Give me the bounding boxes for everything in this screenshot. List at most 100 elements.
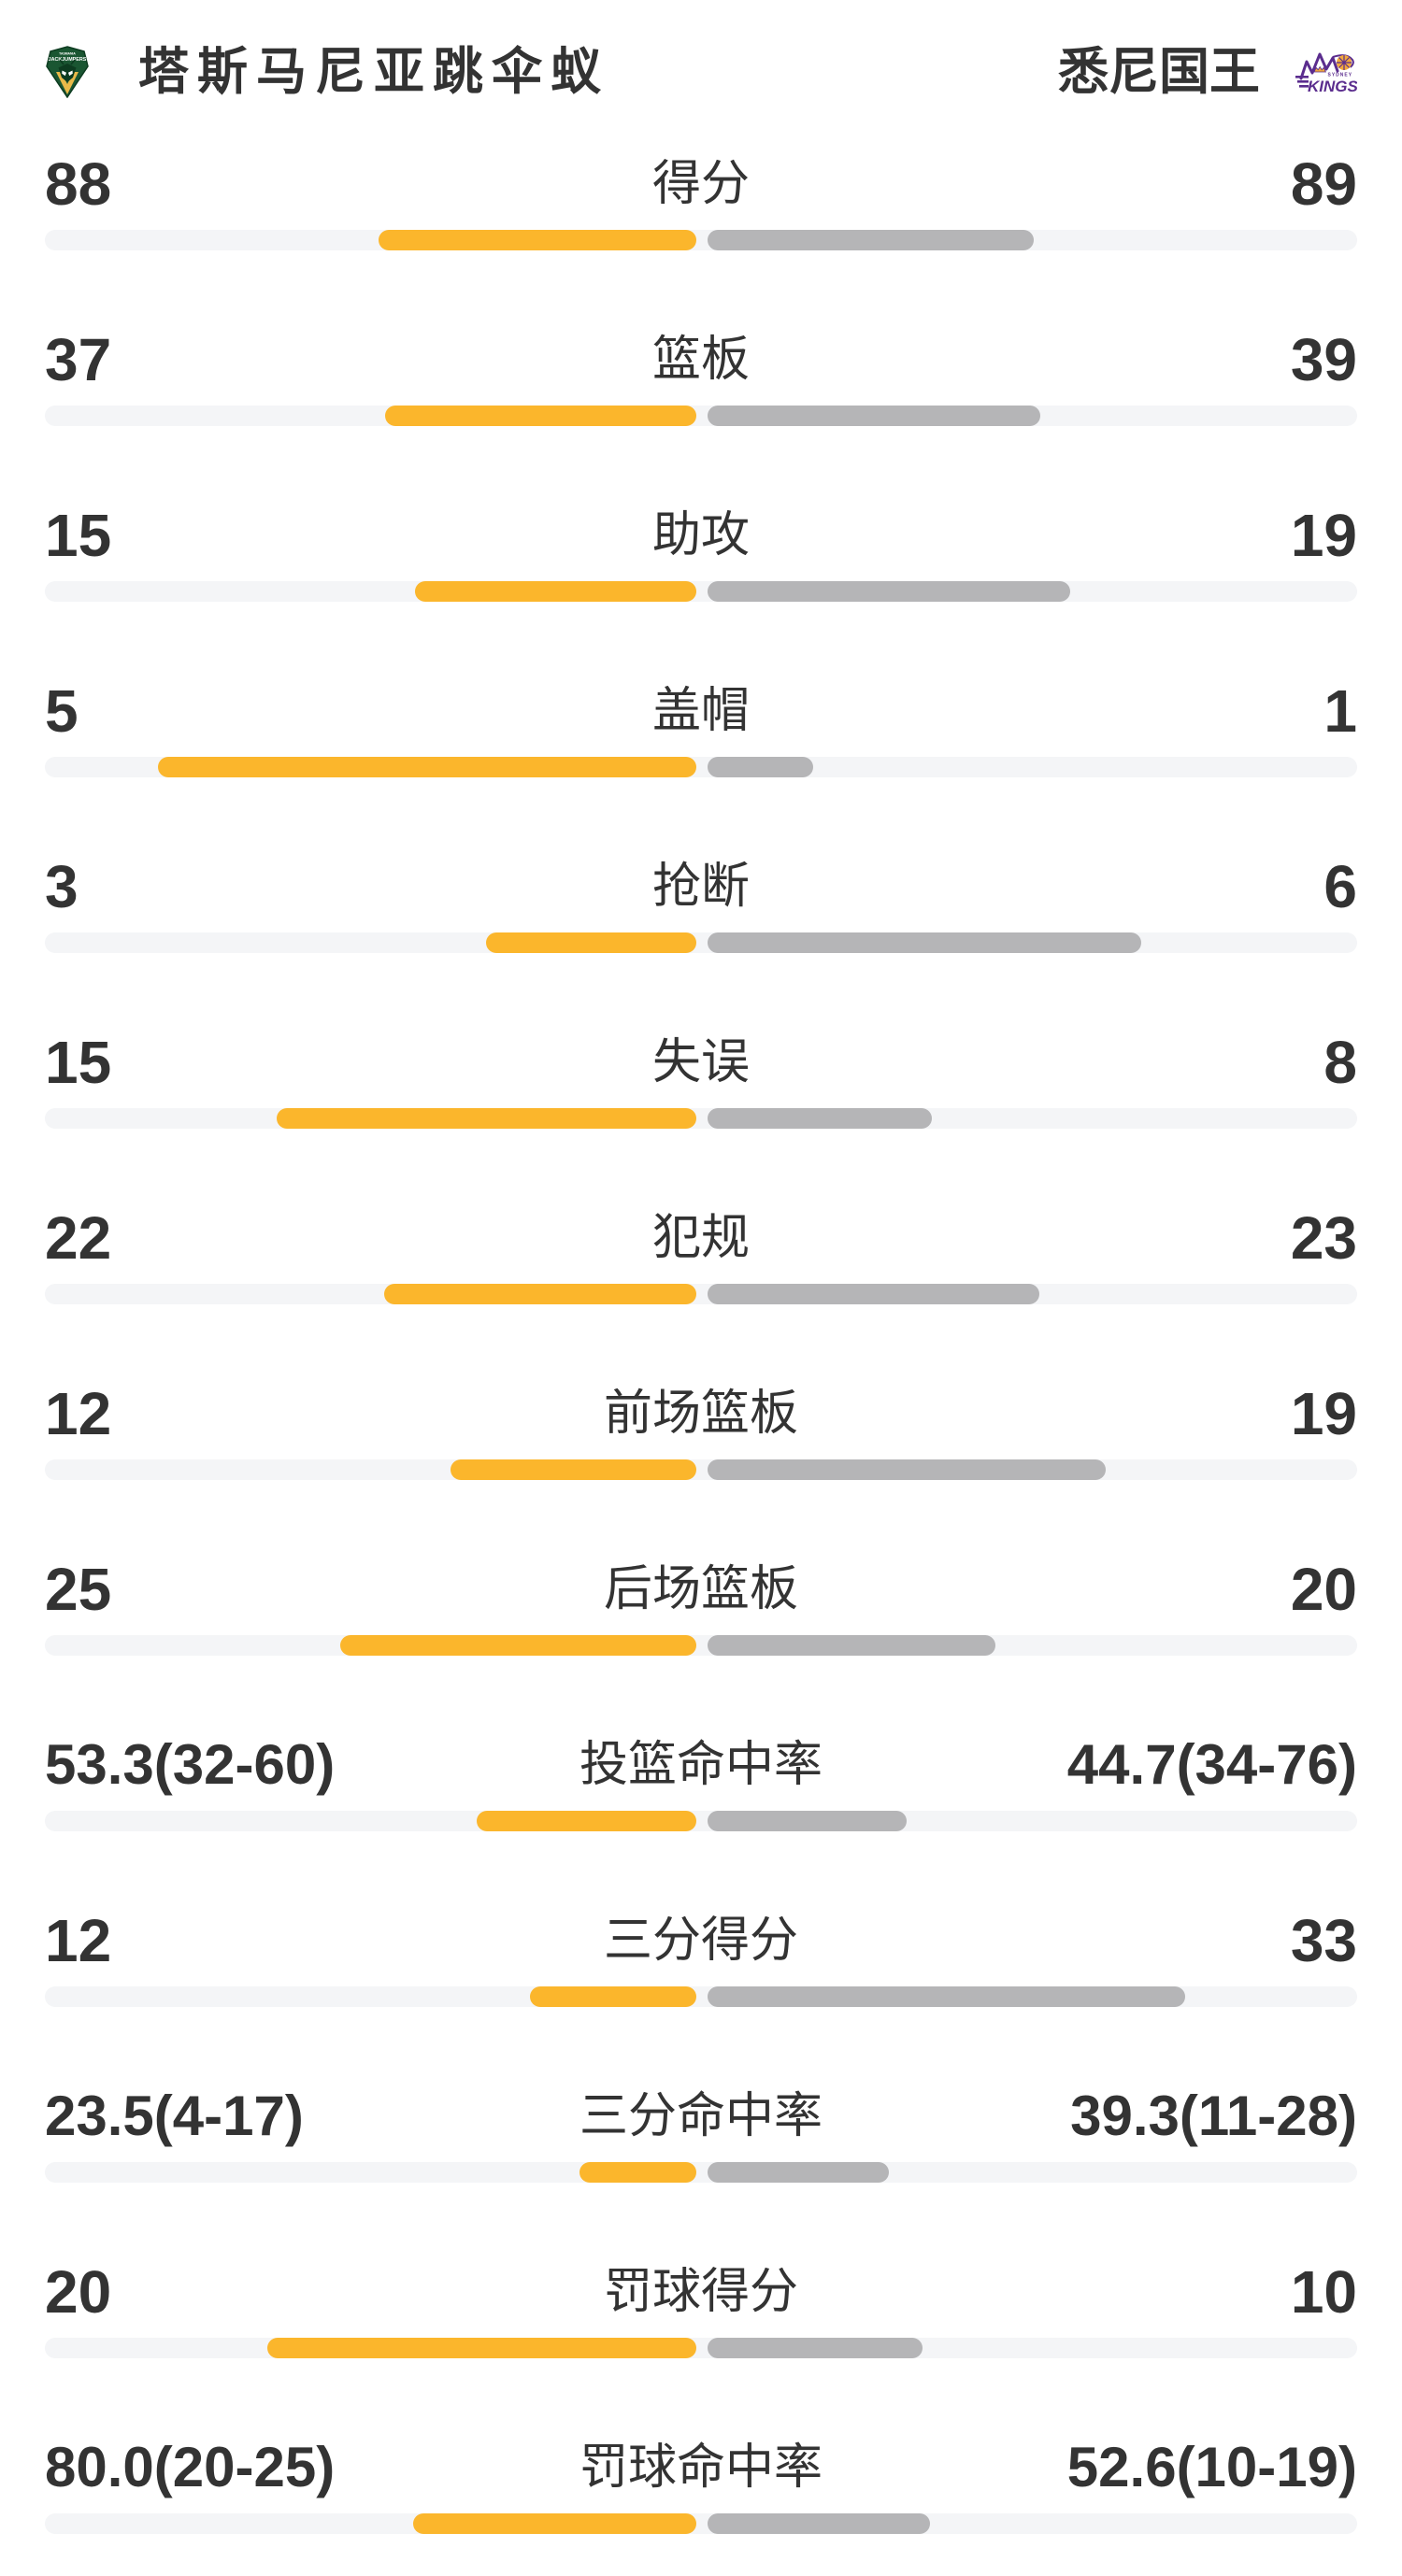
stat-row: 12 前场篮板 19 — [45, 1373, 1357, 1522]
away-team[interactable]: 悉尼国王 SYDNEY KINGS — [1058, 47, 1357, 97]
stat-row: 15 失误 8 — [45, 1021, 1357, 1171]
away-bar-fill — [708, 1459, 1106, 1480]
home-team-name: 塔斯马尼亚跳伞蚁 — [138, 44, 609, 100]
away-bar-fill — [708, 932, 1141, 953]
stat-label: 犯规 — [651, 1211, 751, 1265]
away-bar-fill — [708, 1284, 1039, 1304]
away-bar-fill — [708, 1986, 1185, 2007]
stat-bar-track — [45, 2338, 1357, 2358]
away-value: 19 — [1290, 502, 1357, 569]
away-bar-fill — [708, 757, 813, 777]
stat-row: 12 三分得分 33 — [45, 1900, 1357, 2049]
away-value: 44.7(34-76) — [1066, 1733, 1357, 1796]
home-value: 80.0(20-25) — [45, 2436, 336, 2498]
stat-label: 投篮命中率 — [579, 1738, 823, 1792]
svg-text:JACKJUMPERS: JACKJUMPERS — [49, 57, 87, 63]
home-bar-fill — [413, 2513, 696, 2534]
stat-bar-track — [45, 1459, 1357, 1480]
away-bar-fill — [708, 230, 1034, 250]
away-value: 20 — [1290, 1556, 1357, 1623]
home-value: 15 — [45, 502, 112, 569]
home-team[interactable]: TASMANIA JACKJUMPERS 塔斯马尼亚跳伞蚁 — [45, 46, 609, 98]
home-value: 22 — [45, 1204, 112, 1272]
away-value: 39 — [1290, 326, 1357, 393]
home-bar-fill — [451, 1459, 696, 1480]
stat-bar-track — [45, 406, 1357, 426]
home-value: 37 — [45, 326, 112, 393]
away-value: 89 — [1290, 150, 1357, 218]
home-value: 15 — [45, 1029, 112, 1096]
home-value: 3 — [45, 853, 79, 920]
stat-row: 88 得分 89 — [45, 143, 1357, 292]
home-value: 12 — [45, 1380, 112, 1447]
stat-label: 后场篮板 — [603, 1562, 799, 1616]
home-bar-fill — [384, 1284, 696, 1304]
stat-row: 15 助攻 19 — [45, 494, 1357, 644]
stat-row: 80.0(20-25) 罚球命中率 52.6(10-19) — [45, 2427, 1357, 2576]
stat-bar-track — [45, 1986, 1357, 2007]
home-bar-fill — [340, 1635, 696, 1656]
scoreboard-header: TASMANIA JACKJUMPERS 塔斯马尼亚跳伞蚁 悉尼国王 — [45, 45, 1357, 99]
stat-row: 25 后场篮板 20 — [45, 1548, 1357, 1698]
away-value: 52.6(10-19) — [1066, 2436, 1357, 2498]
away-bar-fill — [708, 1811, 907, 1831]
away-team-name: 悉尼国王 — [1058, 44, 1260, 100]
away-value: 23 — [1290, 1204, 1357, 1272]
stat-bar-track — [45, 1108, 1357, 1129]
svg-text:SYDNEY: SYDNEY — [1328, 73, 1353, 78]
away-bar-fill — [708, 1635, 995, 1656]
stat-row: 53.3(32-60) 投篮命中率 44.7(34-76) — [45, 1724, 1357, 1873]
away-value: 39.3(11-28) — [1070, 2085, 1357, 2147]
stat-bar-track — [45, 581, 1357, 602]
svg-text:TASMANIA: TASMANIA — [59, 52, 76, 56]
home-bar-fill — [477, 1811, 696, 1831]
away-bar-fill — [708, 1108, 932, 1129]
stat-bar-track — [45, 2513, 1357, 2534]
home-bar-fill — [415, 581, 696, 602]
away-value: 33 — [1290, 1907, 1357, 1974]
stat-label: 得分 — [651, 157, 751, 211]
away-bar-fill — [708, 406, 1040, 426]
home-value: 53.3(32-60) — [45, 1733, 336, 1796]
stat-row: 20 罚球得分 10 — [45, 2251, 1357, 2400]
home-bar-fill — [158, 757, 696, 777]
stat-bar-track — [45, 1635, 1357, 1656]
away-value: 6 — [1323, 853, 1357, 920]
away-bar-fill — [708, 581, 1070, 602]
home-value: 12 — [45, 1907, 112, 1974]
home-bar-fill — [530, 1986, 696, 2007]
stat-label: 前场篮板 — [603, 1387, 799, 1441]
home-value: 88 — [45, 150, 112, 218]
home-bar-fill — [379, 230, 696, 250]
stat-bar-track — [45, 757, 1357, 777]
away-value: 1 — [1323, 677, 1357, 745]
home-value: 23.5(4-17) — [45, 2085, 304, 2147]
home-bar-fill — [579, 2162, 696, 2183]
away-value: 10 — [1290, 2258, 1357, 2326]
stat-label: 三分得分 — [603, 1914, 799, 1968]
stat-bar-track — [45, 230, 1357, 250]
svg-text:KINGS: KINGS — [1308, 78, 1357, 93]
stat-label: 三分命中率 — [579, 2089, 823, 2143]
home-bar-fill — [486, 932, 696, 953]
stat-bar-track — [45, 2162, 1357, 2183]
stat-label: 抢断 — [651, 860, 751, 914]
stats-list: 88 得分 89 37 篮板 39 15 助攻 19 — [45, 143, 1357, 2576]
away-bar-fill — [708, 2513, 930, 2534]
away-bar-fill — [708, 2162, 889, 2183]
home-bar-fill — [385, 406, 696, 426]
stat-label: 失误 — [651, 1035, 751, 1089]
home-value: 5 — [45, 677, 79, 745]
away-bar-fill — [708, 2338, 923, 2358]
stat-row: 22 犯规 23 — [45, 1197, 1357, 1346]
away-value: 19 — [1290, 1380, 1357, 1447]
stat-row: 23.5(4-17) 三分命中率 39.3(11-28) — [45, 2075, 1357, 2225]
home-value: 20 — [45, 2258, 112, 2326]
stat-row: 3 抢断 6 — [45, 846, 1357, 995]
stat-label: 助攻 — [651, 508, 751, 562]
home-bar-fill — [277, 1108, 696, 1129]
stat-label: 罚球命中率 — [579, 2441, 823, 2495]
home-bar-fill — [267, 2338, 696, 2358]
stat-row: 37 篮板 39 — [45, 319, 1357, 468]
